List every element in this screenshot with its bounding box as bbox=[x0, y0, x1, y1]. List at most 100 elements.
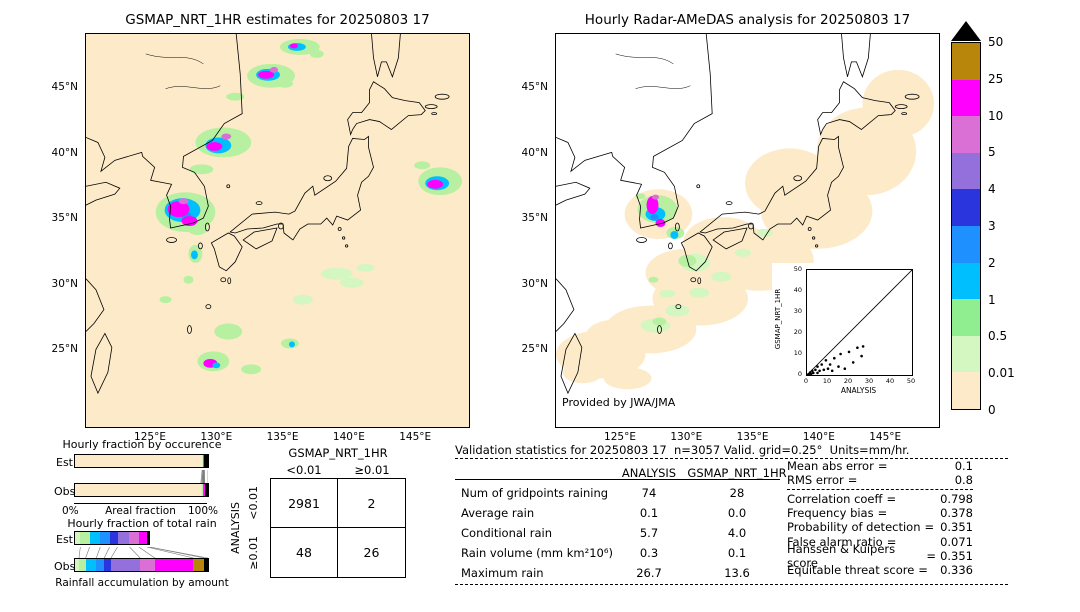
inset-ylabel: GSMAP_NRT_1HR bbox=[774, 288, 782, 350]
scatter-point bbox=[824, 359, 828, 362]
colorbar-label: 0.5 bbox=[988, 329, 1008, 344]
est-total-rain-bar bbox=[74, 531, 151, 545]
precip-blob bbox=[214, 323, 243, 340]
map-xtick: 125°E bbox=[604, 431, 636, 443]
colorbar-label: 25 bbox=[988, 71, 1004, 86]
map-ytick: 30°N bbox=[51, 277, 78, 290]
est-occurrence-bar bbox=[74, 454, 209, 468]
data-credit: Provided by JWA/JMA bbox=[562, 396, 676, 409]
scatter-point bbox=[816, 371, 819, 375]
map-xtick: 135°E bbox=[736, 431, 769, 443]
scatter-point bbox=[837, 365, 840, 368]
precip-blob bbox=[277, 79, 293, 88]
contingency-row-header-ge: ≥0.01 bbox=[246, 536, 260, 570]
precip-blob bbox=[689, 287, 710, 298]
fraction-segment bbox=[75, 484, 201, 496]
obs-label-total: Obs bbox=[54, 560, 76, 573]
precip-blob bbox=[356, 263, 375, 272]
total-rain-section-title: Hourly fraction of total rain bbox=[67, 517, 217, 530]
scatter-point bbox=[818, 369, 821, 373]
precip-blob bbox=[178, 198, 189, 205]
est-label-total: Est bbox=[56, 533, 73, 546]
connector-line bbox=[138, 547, 155, 558]
scatter-point bbox=[830, 369, 834, 373]
left-map-yticks: 45°N 40°N 35°N 30°N 25°N bbox=[44, 33, 80, 428]
contingency-row-axis: ANALYSIS bbox=[228, 502, 242, 554]
colorbar-overflow-triangle bbox=[951, 21, 981, 41]
colorbar-segment bbox=[952, 262, 980, 300]
table-row: Num of gridpoints raining 74 28 bbox=[461, 486, 745, 500]
scatter-point bbox=[828, 363, 832, 366]
fraction-segment bbox=[96, 559, 105, 571]
scatter-point bbox=[816, 365, 819, 368]
precip-blob bbox=[745, 148, 835, 219]
colorbar-segment bbox=[952, 79, 980, 117]
coastline bbox=[86, 34, 450, 394]
colorbar-label: 0.01 bbox=[988, 366, 1015, 381]
table-header-rule bbox=[455, 479, 780, 480]
inset-xtick: 0 bbox=[803, 377, 809, 385]
colorbar-segment bbox=[952, 299, 980, 336]
contingency-title: GSMAP_NRT_1HR bbox=[288, 446, 388, 460]
scatter-point bbox=[820, 363, 823, 366]
inset-xtick: 40 bbox=[885, 377, 895, 385]
colorbar-label: 0 bbox=[988, 403, 996, 417]
precip-blob bbox=[603, 367, 652, 390]
fraction-segment bbox=[89, 532, 101, 544]
map-ytick: 40°N bbox=[51, 146, 78, 159]
colorbar-segment bbox=[952, 372, 980, 409]
connector-line bbox=[78, 547, 81, 558]
left-map-title: GSMAP_NRT_1HR estimates for 20250803 17 bbox=[125, 12, 430, 28]
colorbar-label: 50 bbox=[988, 35, 1004, 49]
precip-blob bbox=[862, 69, 935, 138]
radar-amedas-map: GSMAP_NRT_1HR 0 10 20 30 40 50 0 10 20 30 40 50 AN… bbox=[555, 33, 940, 428]
scatter-point bbox=[851, 361, 855, 364]
scatter-point bbox=[860, 354, 863, 358]
validation-title: Validation statistics for 20250803 17 n=… bbox=[455, 443, 910, 457]
colorbar-label: 3 bbox=[988, 219, 996, 233]
fraction-segment bbox=[140, 559, 155, 571]
precip-blob bbox=[221, 133, 232, 140]
fraction-segment bbox=[146, 532, 150, 544]
fraction-segment bbox=[129, 532, 139, 544]
precip-blob bbox=[309, 49, 324, 58]
map-ytick: 45°N bbox=[521, 81, 548, 93]
top-dashed-rule bbox=[455, 458, 1008, 459]
colorbar-label: 4 bbox=[988, 182, 996, 197]
precip-blob bbox=[270, 66, 278, 73]
scatter-point bbox=[822, 368, 826, 372]
connector-line bbox=[201, 470, 203, 483]
table-row: Maximum rain 26.7 13.6 bbox=[461, 566, 750, 580]
colorbar-labels: 50 25 10 5 4 3 2 1 0.5 0.01 0 bbox=[988, 35, 1032, 417]
contingency-cell: 2 bbox=[338, 479, 405, 528]
inset-xlabel: ANALYSIS bbox=[840, 386, 877, 395]
inset-ytick: 30 bbox=[793, 307, 802, 315]
precip-blob bbox=[258, 70, 275, 79]
precip-blob bbox=[756, 229, 773, 237]
obs-label-occurrence: Obs bbox=[54, 485, 76, 498]
fraction-segment bbox=[202, 484, 204, 496]
inset-scatter-panel: GSMAP_NRT_1HR 0 10 20 30 40 50 0 10 20 30 40 50 AN… bbox=[772, 263, 918, 403]
fraction-segment bbox=[201, 484, 203, 496]
radar-precip-blobs bbox=[556, 69, 935, 390]
precip-blob bbox=[646, 196, 659, 215]
map-xtick: 130°E bbox=[670, 431, 703, 443]
colorbar-label: 1 bbox=[988, 292, 996, 307]
fraction-segment bbox=[204, 484, 208, 496]
right-map-title: Hourly Radar-AMeDAS analysis for 2025080… bbox=[584, 12, 911, 28]
colorbar-segment bbox=[952, 189, 980, 226]
connector-line bbox=[85, 547, 90, 558]
inset-canvas bbox=[806, 269, 913, 376]
inset-xtick: 20 bbox=[843, 377, 853, 385]
map-ytick: 30°N bbox=[521, 277, 548, 290]
colorbar bbox=[951, 42, 981, 410]
inset-ytick: 40 bbox=[793, 286, 802, 294]
accumulation-caption: Rainfall accumulation by amount bbox=[55, 577, 229, 589]
connector-line bbox=[146, 547, 194, 558]
col-analysis: ANALYSIS bbox=[621, 466, 677, 480]
precip-blob bbox=[190, 250, 198, 260]
fraction-segment bbox=[80, 532, 90, 544]
connector-line bbox=[110, 547, 118, 558]
colorbar-label: 10 bbox=[988, 108, 1004, 123]
table-row: Conditional rain 5.7 4.0 bbox=[461, 526, 747, 540]
